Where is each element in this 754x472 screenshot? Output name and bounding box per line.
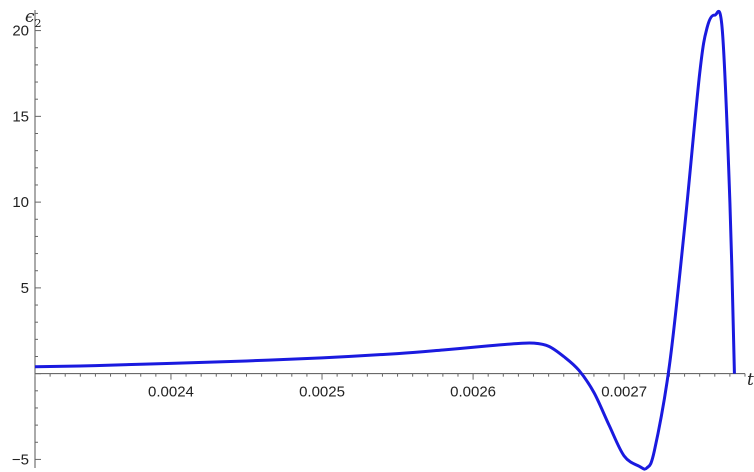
x-ticks: 0.0024 0.0025 0.0026 0.0027 xyxy=(34,373,746,401)
axes: 0.0024 0.0025 0.0026 0.0027 −5 5 10 15 20 xyxy=(12,10,746,468)
y-tick-label: 5 xyxy=(21,280,29,297)
x-tick-label: 0.0024 xyxy=(148,384,194,401)
x-tick-label: 0.0026 xyxy=(450,384,496,401)
y-tick-label: 15 xyxy=(12,108,29,125)
y-tick-label: −5 xyxy=(12,451,29,468)
series-line xyxy=(34,9,736,471)
y-ticks: −5 5 10 15 20 xyxy=(12,12,41,468)
x-tick-label: 0.0025 xyxy=(299,384,345,401)
x-axis-label: t xyxy=(747,370,754,390)
y-tick-label: 20 xyxy=(12,23,29,40)
y-axis-label: ϵ2 xyxy=(25,7,42,30)
y-tick-label: 10 xyxy=(12,194,29,211)
x-tick-label: 0.0027 xyxy=(601,384,647,401)
